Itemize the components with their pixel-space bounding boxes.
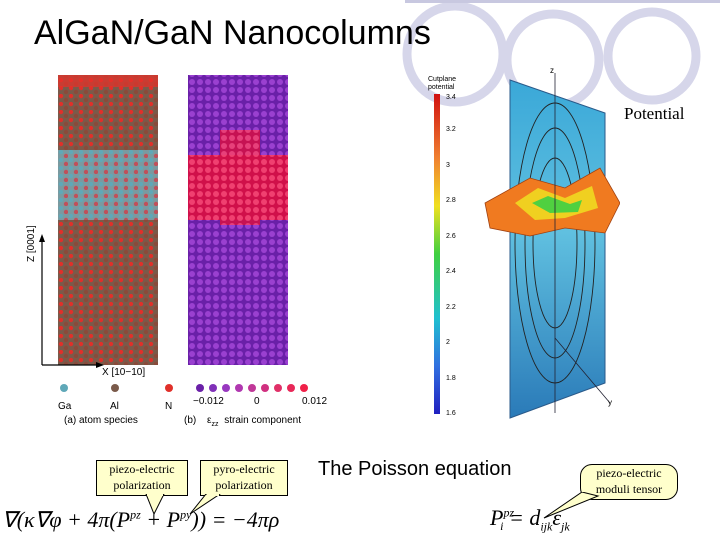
strain-tick-zero: 0	[254, 396, 260, 407]
colorbar-tick-3.4: 3.4	[446, 94, 456, 101]
poisson-equation: ∇(κ∇φ + 4π(Ppz + Ppy)) = −4πρ	[2, 507, 280, 532]
colorbar-tick-2.4: 2.4	[446, 268, 456, 275]
caption-a: (a) atom species	[64, 415, 138, 426]
x-axis-label: X [10−10]	[102, 367, 146, 378]
species-al-label: Al	[110, 401, 119, 412]
colorbar-tick-2: 2	[446, 339, 450, 346]
strain-tick-max: 0.012	[302, 396, 328, 407]
colorbar	[434, 94, 440, 414]
atom-figure	[39, 75, 308, 392]
al-dot	[111, 384, 119, 392]
callout-piezo: piezo-electric polarization	[96, 460, 188, 496]
axis-z-label: z	[550, 66, 554, 75]
axis-y-label: y	[608, 398, 612, 407]
colorbar-tick-2.2: 2.2	[446, 304, 456, 311]
callout-moduli: piezo-electric moduli tensor	[580, 464, 678, 500]
poisson-label: The Poisson equation	[318, 458, 512, 480]
colorbar-tick-3.2: 3.2	[446, 126, 456, 133]
cutplane	[509, 79, 606, 419]
strain-scale	[196, 384, 308, 392]
ga-dot	[60, 384, 68, 392]
species-ga-label: Ga	[58, 401, 72, 412]
colorbar-tick-2.8: 2.8	[446, 197, 456, 204]
piezo-equation: Ppzi = dijkεjk	[490, 505, 570, 534]
potential-label: Potential	[624, 104, 685, 123]
colorbar-tick-2.6: 2.6	[446, 233, 456, 240]
slide-title: AlGaN/GaN Nanocolumns	[34, 14, 431, 52]
callout-moduli-pointer	[543, 492, 600, 519]
z-axis-label: Z [0001]	[26, 225, 37, 262]
algan-layer	[58, 150, 158, 220]
callout-piezo-pointer	[145, 494, 165, 516]
colorbar-tick-1.6: 1.6	[446, 410, 456, 417]
strain-tick-min: −0.012	[193, 396, 224, 407]
callout-pyro-pointer	[189, 494, 221, 515]
colorbar-tick-3: 3	[446, 162, 450, 169]
callout-pyro: pyro-electric polarization	[200, 460, 288, 496]
species-n-label: N	[165, 401, 173, 412]
colorbar-title: Cutplane potential	[428, 76, 457, 91]
n-dot	[165, 384, 173, 392]
caption-b: (b) εzz strain component	[184, 415, 301, 428]
potential-figure	[434, 73, 620, 419]
colorbar-tick-1.8: 1.8	[446, 375, 456, 382]
